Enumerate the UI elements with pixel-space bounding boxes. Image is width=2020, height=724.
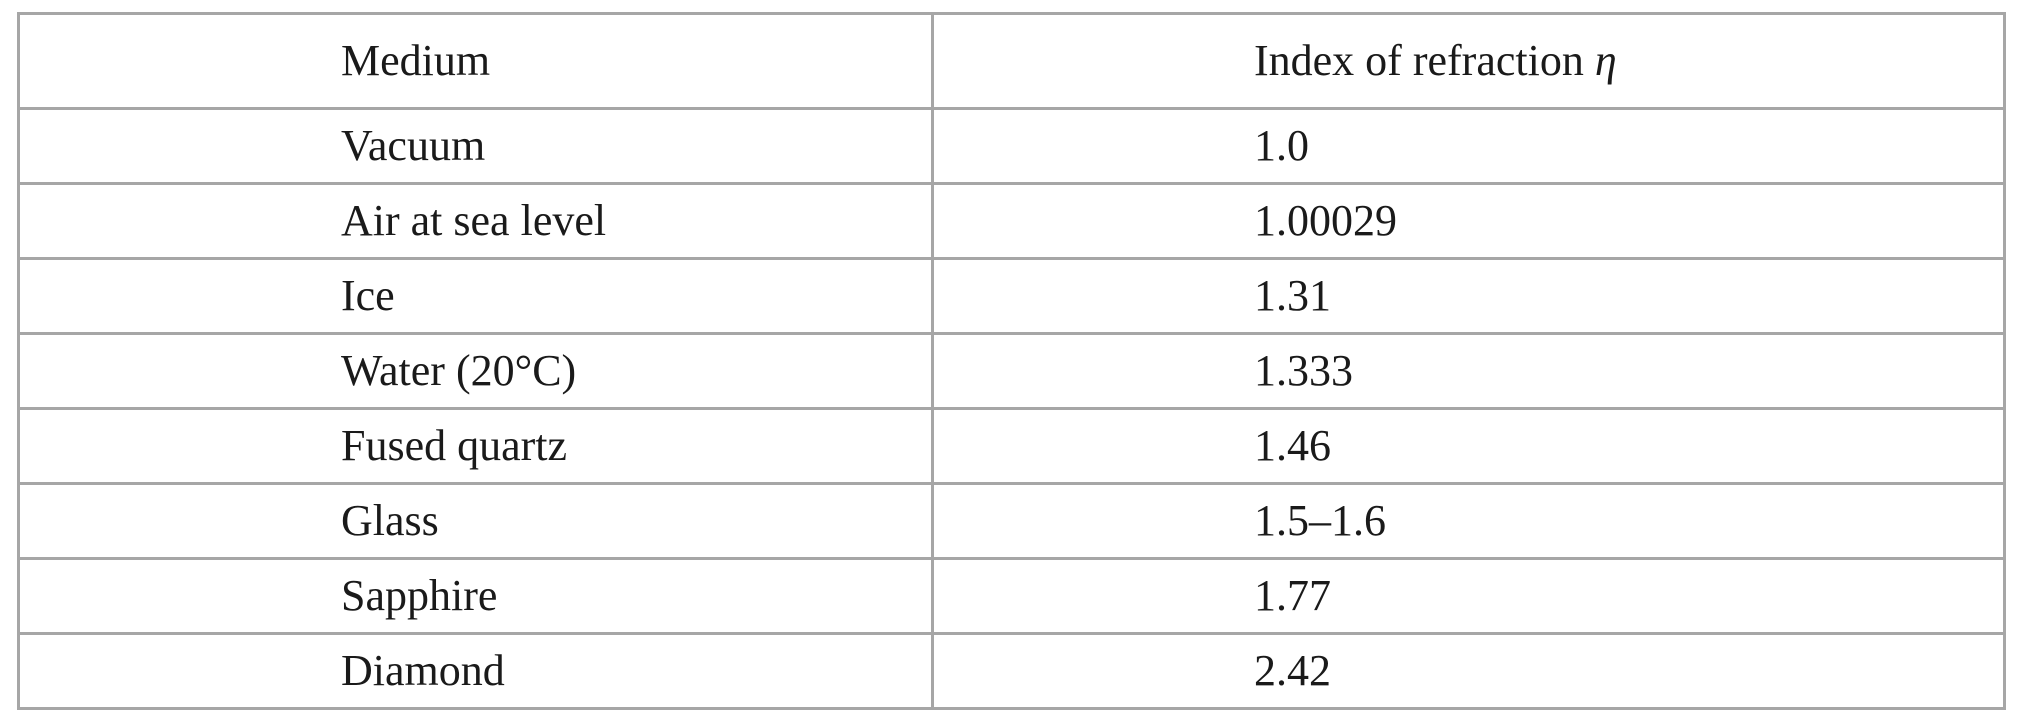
table-header-row: Medium Index of refraction η xyxy=(17,12,2006,110)
index-cell: 1.31 xyxy=(931,257,2006,335)
medium-cell: Diamond xyxy=(17,632,934,710)
medium-cell: Ice xyxy=(17,257,934,335)
table-row: Sapphire 1.77 xyxy=(17,557,2006,635)
header-medium: Medium xyxy=(17,12,934,110)
header-medium-label: Medium xyxy=(341,36,491,85)
index-cell: 1.00029 xyxy=(931,182,2006,260)
refraction-index-table: Medium Index of refraction η Vacuum 1.0 … xyxy=(17,12,2006,710)
medium-cell: Water (20°C) xyxy=(17,332,934,410)
index-cell: 1.333 xyxy=(931,332,2006,410)
medium-cell: Fused quartz xyxy=(17,407,934,485)
header-index-of-refraction: Index of refraction η xyxy=(931,12,2006,110)
medium-cell: Air at sea level xyxy=(17,182,934,260)
table-row: Ice 1.31 xyxy=(17,257,2006,335)
index-cell: 1.5–1.6 xyxy=(931,482,2006,560)
medium-cell: Vacuum xyxy=(17,107,934,185)
index-cell: 2.42 xyxy=(931,632,2006,710)
table-row: Diamond 2.42 xyxy=(17,632,2006,710)
index-cell: 1.77 xyxy=(931,557,2006,635)
table-row: Glass 1.5–1.6 xyxy=(17,482,2006,560)
eta-symbol: η xyxy=(1594,36,1617,85)
table-row: Air at sea level 1.00029 xyxy=(17,182,2006,260)
medium-cell: Glass xyxy=(17,482,934,560)
table-row: Fused quartz 1.46 xyxy=(17,407,2006,485)
table-row: Water (20°C) 1.333 xyxy=(17,332,2006,410)
header-index-label: Index of refraction xyxy=(1254,36,1584,85)
medium-cell: Sapphire xyxy=(17,557,934,635)
refraction-table-container: Medium Index of refraction η Vacuum 1.0 … xyxy=(17,12,2006,710)
table-row: Vacuum 1.0 xyxy=(17,107,2006,185)
index-cell: 1.0 xyxy=(931,107,2006,185)
index-cell: 1.46 xyxy=(931,407,2006,485)
